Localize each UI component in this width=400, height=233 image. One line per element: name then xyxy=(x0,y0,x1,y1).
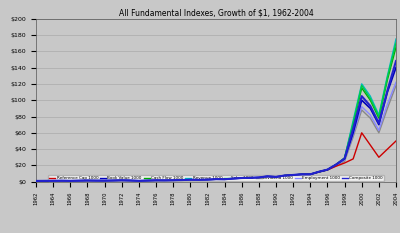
Legend: Reference Cap 1000, Book Value 1000, Cash Flow 1000, Revenue 1000, Sales 1000, D: Reference Cap 1000, Book Value 1000, Cas… xyxy=(48,175,384,181)
Title: All Fundamental Indexes, Growth of $1, 1962-2004: All Fundamental Indexes, Growth of $1, 1… xyxy=(119,9,313,18)
